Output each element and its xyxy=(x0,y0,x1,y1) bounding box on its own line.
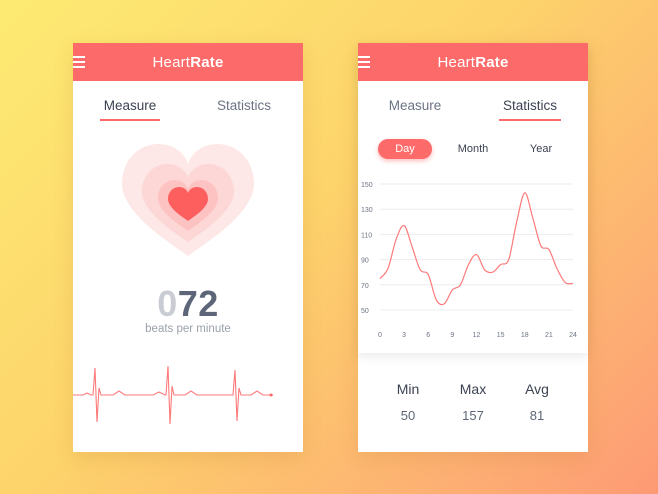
statistics-card: HeartRate Measure Statistics Day Month Y… xyxy=(358,43,588,452)
tab-statistics[interactable]: Statistics xyxy=(216,98,271,113)
ecg-waveform xyxy=(73,365,273,425)
app-bar: HeartRate xyxy=(73,43,303,81)
stat-min: Min 50 xyxy=(373,381,443,423)
chart-x-tick: 9 xyxy=(450,332,454,339)
stat-avg-value: 81 xyxy=(529,408,545,423)
chart-series-line xyxy=(379,192,574,306)
chart-y-tick: 130 xyxy=(361,207,373,214)
bpm-main: 72 xyxy=(177,283,219,324)
tab-measure[interactable]: Measure xyxy=(103,98,157,113)
heart-icon xyxy=(168,187,208,221)
heart-rate-chart: 50 70 90 110 130 150 0 3 6 9 12 15 18 21 24 xyxy=(361,182,577,339)
bpm-leading-zero: 0 xyxy=(157,283,178,324)
chart-x-tick: 12 xyxy=(473,332,481,339)
chart-x-tick: 21 xyxy=(545,332,553,339)
chart-y-tick: 70 xyxy=(361,283,369,290)
bpm-label: beats per minute xyxy=(145,323,231,335)
stat-min-value: 50 xyxy=(400,408,416,423)
statistics-top-panel: HeartRate Measure Statistics Day Month Y… xyxy=(358,43,588,353)
measure-card: HeartRate Measure Statistics 072 beats p… xyxy=(73,43,303,452)
app-title: HeartRate xyxy=(437,54,509,71)
stat-avg-label: Avg xyxy=(525,381,549,397)
stat-max-label: Max xyxy=(459,381,487,397)
chart-x-tick: 6 xyxy=(426,332,430,339)
app-bar: HeartRate xyxy=(358,43,588,81)
chart-y-tick: 90 xyxy=(361,258,369,265)
bpm-value: 072 xyxy=(73,283,303,325)
stat-max-value: 157 xyxy=(462,408,484,423)
chart-x-tick: 15 xyxy=(497,332,505,339)
stat-avg: Avg 81 xyxy=(502,381,572,423)
menu-icon[interactable] xyxy=(73,56,85,70)
chart-x-tick: 18 xyxy=(521,332,529,339)
stat-max: Max 157 xyxy=(438,381,508,423)
period-day[interactable]: Day xyxy=(378,139,432,159)
chart-x-tick: 3 xyxy=(402,332,406,339)
tab-statistics-underline xyxy=(499,119,561,121)
tab-measure[interactable]: Measure xyxy=(388,98,442,113)
menu-icon[interactable] xyxy=(358,56,370,70)
ecg-end-dot xyxy=(269,393,273,397)
chart-x-tick: 0 xyxy=(378,332,382,339)
tab-measure-underline xyxy=(100,119,160,121)
chart-y-tick: 150 xyxy=(361,182,373,189)
period-month[interactable]: Month xyxy=(457,143,489,155)
chart-y-tick: 110 xyxy=(361,232,372,239)
tab-statistics[interactable]: Statistics xyxy=(502,98,557,113)
chart-y-tick: 50 xyxy=(361,308,369,315)
app-title: HeartRate xyxy=(152,54,224,71)
period-year[interactable]: Year xyxy=(529,143,553,155)
stat-min-label: Min xyxy=(396,381,420,397)
chart-x-tick: 24 xyxy=(569,332,577,339)
heart-visual xyxy=(122,144,254,257)
